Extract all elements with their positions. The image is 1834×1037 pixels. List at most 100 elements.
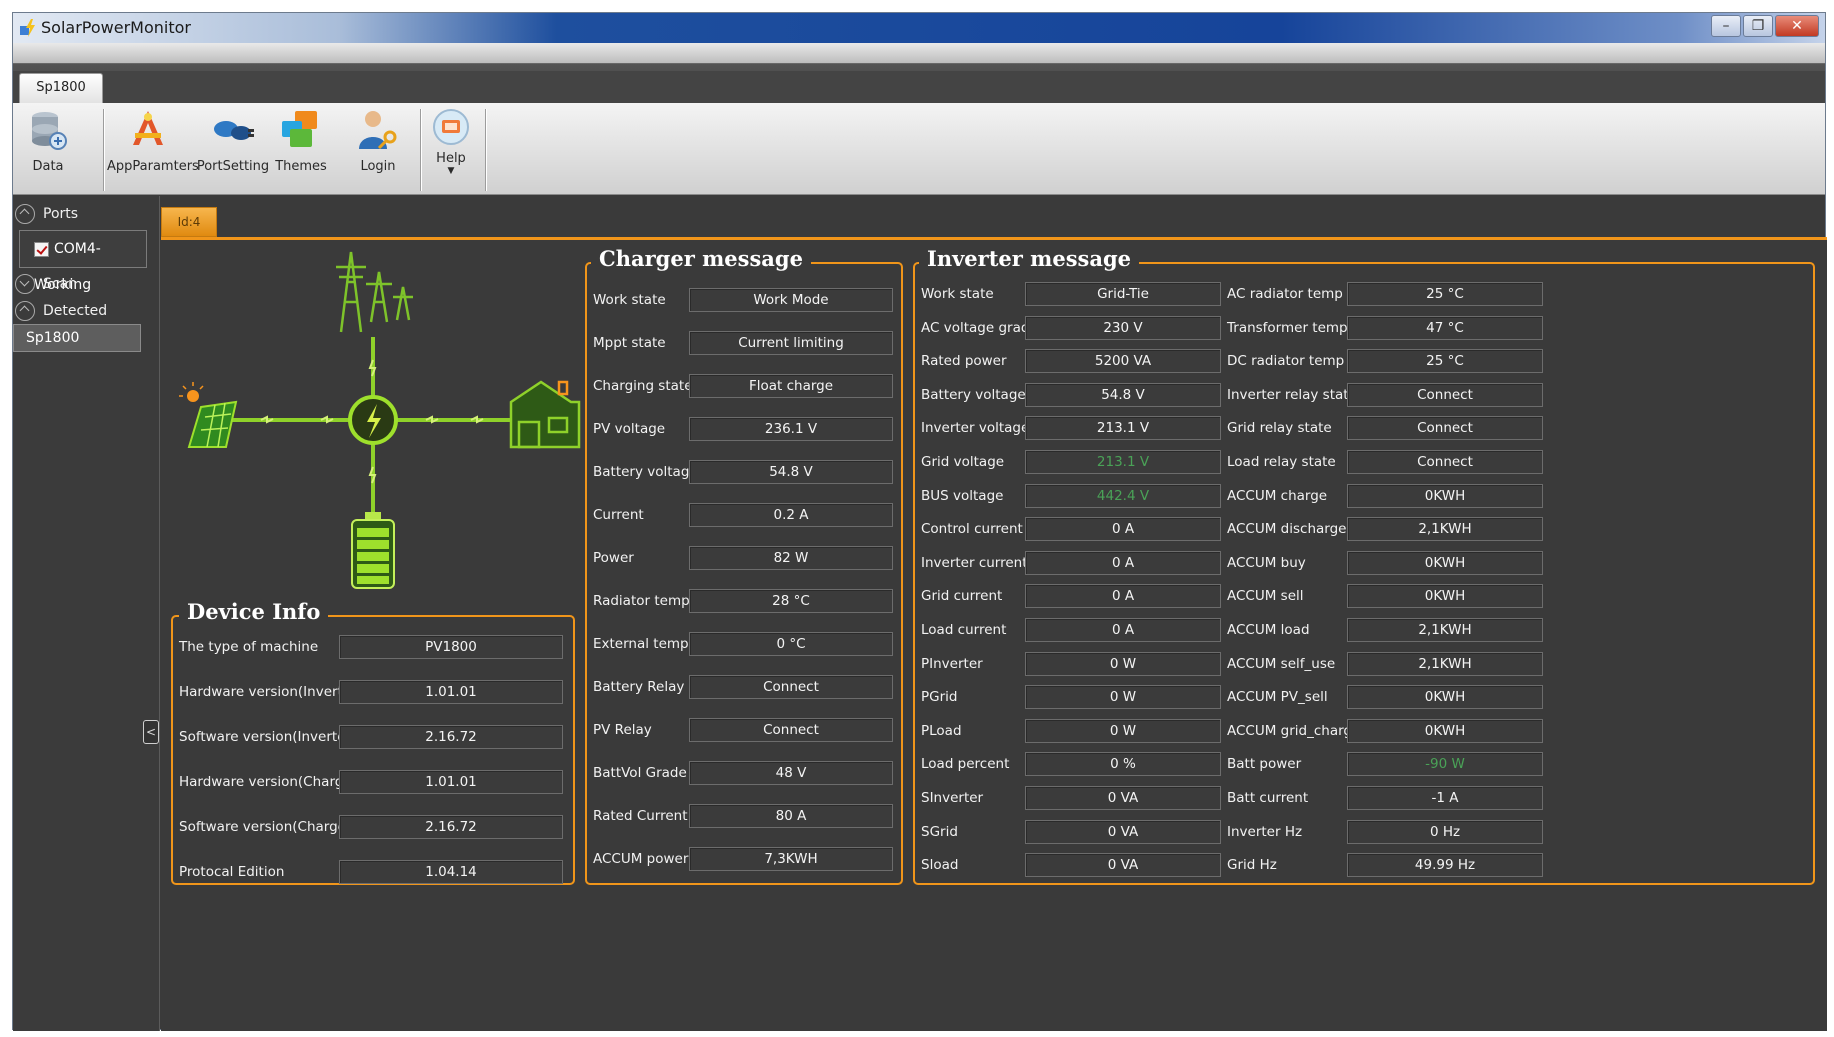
solar-panel-icon (179, 382, 238, 448)
field-value: 5200 VA (1025, 349, 1221, 374)
field-row: PInverter 0 W (921, 651, 1221, 676)
field-value: 230 V (1025, 315, 1221, 340)
field-row: Grid Hz 49.99 Hz (1227, 853, 1543, 878)
data-button[interactable]: Data (23, 107, 73, 187)
field-value: Connect (689, 718, 893, 742)
field-label: External temp (593, 636, 689, 652)
field-value: 49.99 Hz (1347, 853, 1543, 878)
field-value: 0 VA (1025, 819, 1221, 844)
field-label: ACCUM self_use (1227, 655, 1336, 672)
port-setting-button[interactable]: PortSetting (196, 107, 270, 187)
field-row: ACCUM buy 0KWH (1227, 550, 1543, 575)
field-label: Work state (921, 286, 994, 302)
field-value: 213.1 V (1025, 450, 1221, 474)
field-label: ACCUM sell (1227, 588, 1304, 605)
scan-button[interactable]: Scan (15, 272, 77, 296)
field-row: BattVol Grade 48 V (593, 761, 893, 785)
field-row: ACCUM discharge 2,1KWH (1227, 517, 1543, 542)
sidebar: Ports COM4-Working Scan Detected Sp1800 … (13, 196, 160, 1031)
field-row: Grid voltage 213.1 V (921, 450, 1221, 474)
field-row: PV voltage 236.1 V (593, 417, 893, 441)
house-icon (509, 380, 581, 449)
app-parameters-button[interactable]: AppParamters (107, 107, 199, 187)
restore-button[interactable]: ❐ (1743, 15, 1773, 37)
com-port-item[interactable]: COM4-Working (19, 230, 147, 293)
field-row: Protocal Edition 1.04.14 (179, 860, 563, 884)
themes-button[interactable]: Themes (271, 107, 331, 187)
field-label: AC voltage grade (921, 319, 1038, 336)
login-button[interactable]: Login (351, 107, 405, 187)
field-row: ACCUM self_use 2,1KWH (1227, 651, 1543, 676)
main-content: Device Info The type of machine PV1800 Har… (161, 240, 1827, 1031)
field-label: Charging state (593, 378, 693, 394)
field-value: 0KWH (1347, 550, 1543, 575)
battery-icon (351, 512, 395, 589)
checkbox-checked[interactable] (34, 241, 49, 257)
field-row: Batt current -1 A (1227, 786, 1543, 810)
data-label: Data (32, 159, 64, 174)
close-button[interactable]: ✕ (1775, 15, 1819, 37)
field-value: 47 °C (1347, 315, 1543, 340)
chevron-up-icon[interactable] (15, 301, 35, 321)
field-label: Rated Current (593, 808, 688, 824)
ribbon-separator (103, 109, 104, 191)
field-row: Work state Work Mode (593, 288, 893, 312)
collapse-sidebar-button[interactable]: < (143, 720, 159, 744)
field-row: BUS voltage 442.4 V (921, 483, 1221, 508)
minimize-button[interactable]: – (1711, 15, 1741, 37)
field-row: Rated Current 80 A (593, 804, 893, 828)
field-value: 213.1 V (1025, 416, 1221, 441)
field-label: ACCUM charge (1227, 487, 1328, 504)
ports-section[interactable]: Ports (15, 202, 78, 226)
field-value: 54.8 V (1025, 382, 1221, 407)
detected-section[interactable]: Detected (15, 299, 107, 323)
field-label: PV voltage (593, 421, 666, 437)
field-label: Inverter voltage (921, 420, 1030, 437)
help-button[interactable]: Help ▼ (425, 107, 477, 187)
field-row: Battery Relay Connect (593, 675, 893, 699)
field-row: Grid current 0 A (921, 584, 1221, 609)
field-row: Current 0.2 A (593, 503, 893, 527)
field-label: Inverter Hz (1227, 823, 1303, 840)
field-row: Hardware version(Inverter) 1.01.01 (179, 680, 563, 704)
field-value: 0 % (1025, 752, 1221, 777)
field-value: 2,1KWH (1347, 618, 1543, 642)
field-value: Connect (1347, 382, 1543, 407)
field-label: Transformer temp (1227, 319, 1348, 336)
field-row: External temp 0 °C (593, 632, 893, 656)
field-row: The type of machine PV1800 (179, 635, 563, 659)
field-label: Radiator temp (593, 593, 690, 609)
field-row: AC radiator temp 25 °C (1227, 282, 1543, 306)
charger-message-panel: Charger message Work state Work Mode Mppt … (585, 246, 903, 885)
flow-lines (231, 337, 511, 512)
app-parameters-icon (133, 111, 163, 145)
inverter-message-panel: Inverter message Work state Grid-Tie AC vo… (913, 246, 1815, 885)
field-value: 0 A (1025, 584, 1221, 609)
field-label: Hardware version(Charger) (179, 774, 363, 790)
field-row: Hardware version(Charger) 1.01.01 (179, 770, 563, 794)
ribbon-tab-sp1800[interactable]: Sp1800 (19, 73, 103, 103)
field-value: 80 A (689, 804, 893, 828)
field-row: Software version(Inverter) 2.16.72 (179, 725, 563, 749)
field-row: Rated power 5200 VA (921, 349, 1221, 374)
field-label: PInverter (921, 655, 983, 672)
field-row: ACCUM grid_charge 0KWH (1227, 718, 1543, 743)
field-row: Power 82 W (593, 546, 893, 570)
chevron-down-icon[interactable]: ▼ (447, 166, 455, 176)
field-value: -90 W (1347, 752, 1543, 777)
field-value: 28 °C (689, 589, 893, 613)
field-label: Load percent (921, 756, 1010, 773)
field-row: ACCUM sell 0KWH (1227, 584, 1543, 609)
field-row: SInverter 0 VA (921, 786, 1221, 810)
themes-icon (282, 111, 317, 147)
field-label: Sload (921, 857, 959, 874)
field-row: Battery voltage 54.8 V (921, 382, 1221, 407)
device-tab[interactable]: Id:4 (161, 207, 217, 237)
field-label: Battery voltage (593, 464, 698, 480)
field-label: Grid relay state (1227, 420, 1332, 437)
device-list-item[interactable]: Sp1800 (13, 324, 141, 352)
chevron-up-icon[interactable] (15, 204, 35, 224)
field-value: 2.16.72 (339, 725, 563, 749)
device-info-title: Device Info (179, 599, 329, 624)
chevron-down-icon[interactable] (15, 274, 35, 294)
